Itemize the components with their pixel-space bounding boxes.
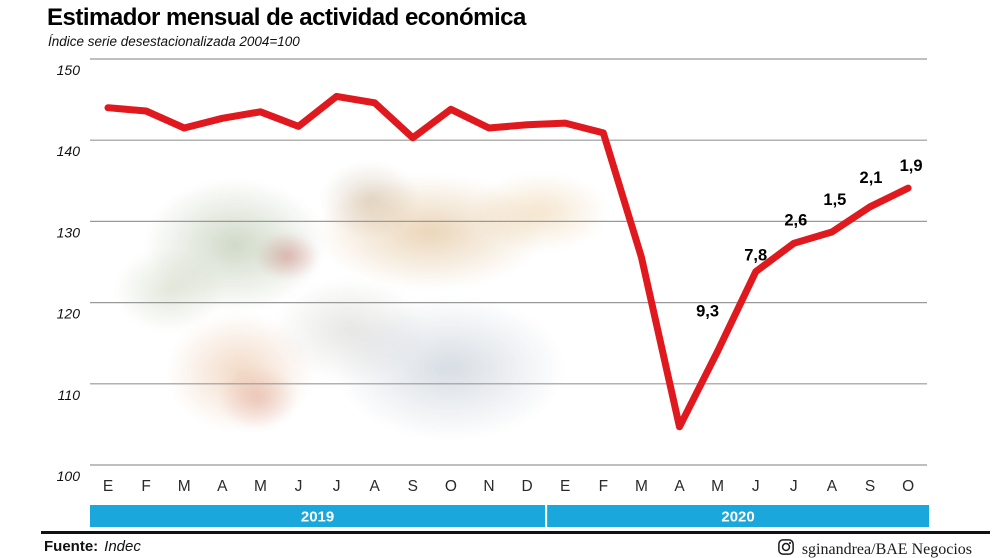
y-tick-label: 100 [57,468,81,484]
year-band-2020 [547,505,929,527]
month-label: A [827,478,838,495]
year-band-label: 2020 [721,509,754,526]
instagram-icon [777,538,795,558]
source-value: Indec [104,538,141,555]
month-label: M [635,478,648,495]
month-label: F [141,478,150,495]
month-label: J [295,478,303,495]
year-band-label: 2019 [301,509,334,526]
month-label: O [902,478,914,495]
year-band-2019 [90,505,546,527]
month-label: N [483,478,494,495]
month-label: D [521,478,532,495]
month-label: A [674,478,685,495]
y-tick-label: 120 [57,306,81,322]
annotation-label: 2,6 [784,211,807,229]
page-subtitle: Índice serie desestacionalizada 2004=100 [48,34,300,49]
credit: sginandrea/BAE Negocios [777,538,972,558]
source-label: Fuente: [44,538,99,555]
month-label: E [560,478,570,495]
footer-divider [41,531,990,534]
annotation-label: 7,8 [744,247,767,265]
month-label: M [254,478,267,495]
month-label: J [333,478,341,495]
month-label: J [790,478,798,495]
month-label: A [370,478,381,495]
y-tick-label: 140 [57,143,81,159]
month-label: A [217,478,228,495]
annotation-label: 1,9 [900,157,923,175]
month-label: S [865,478,875,495]
footer: Fuente: Indec sginandrea/BAE Negocios [44,538,984,558]
y-tick-label: 130 [57,224,81,240]
month-label: F [599,478,608,495]
y-tick-label: 110 [58,387,81,403]
annotation-label: 9,3 [696,302,719,320]
month-label: O [445,478,457,495]
credit-text: sginandrea/BAE Negocios [801,540,972,558]
emae-line [104,92,912,431]
month-label: J [752,478,760,495]
month-label: E [103,478,113,495]
month-label: M [178,478,191,495]
month-label: S [408,478,418,495]
page-title: Estimador mensual de actividad económica [47,4,526,31]
annotation-label: 2,1 [860,169,883,187]
annotation-label: 1,5 [823,191,846,209]
month-label: M [711,478,724,495]
y-tick-label: 150 [57,62,81,78]
